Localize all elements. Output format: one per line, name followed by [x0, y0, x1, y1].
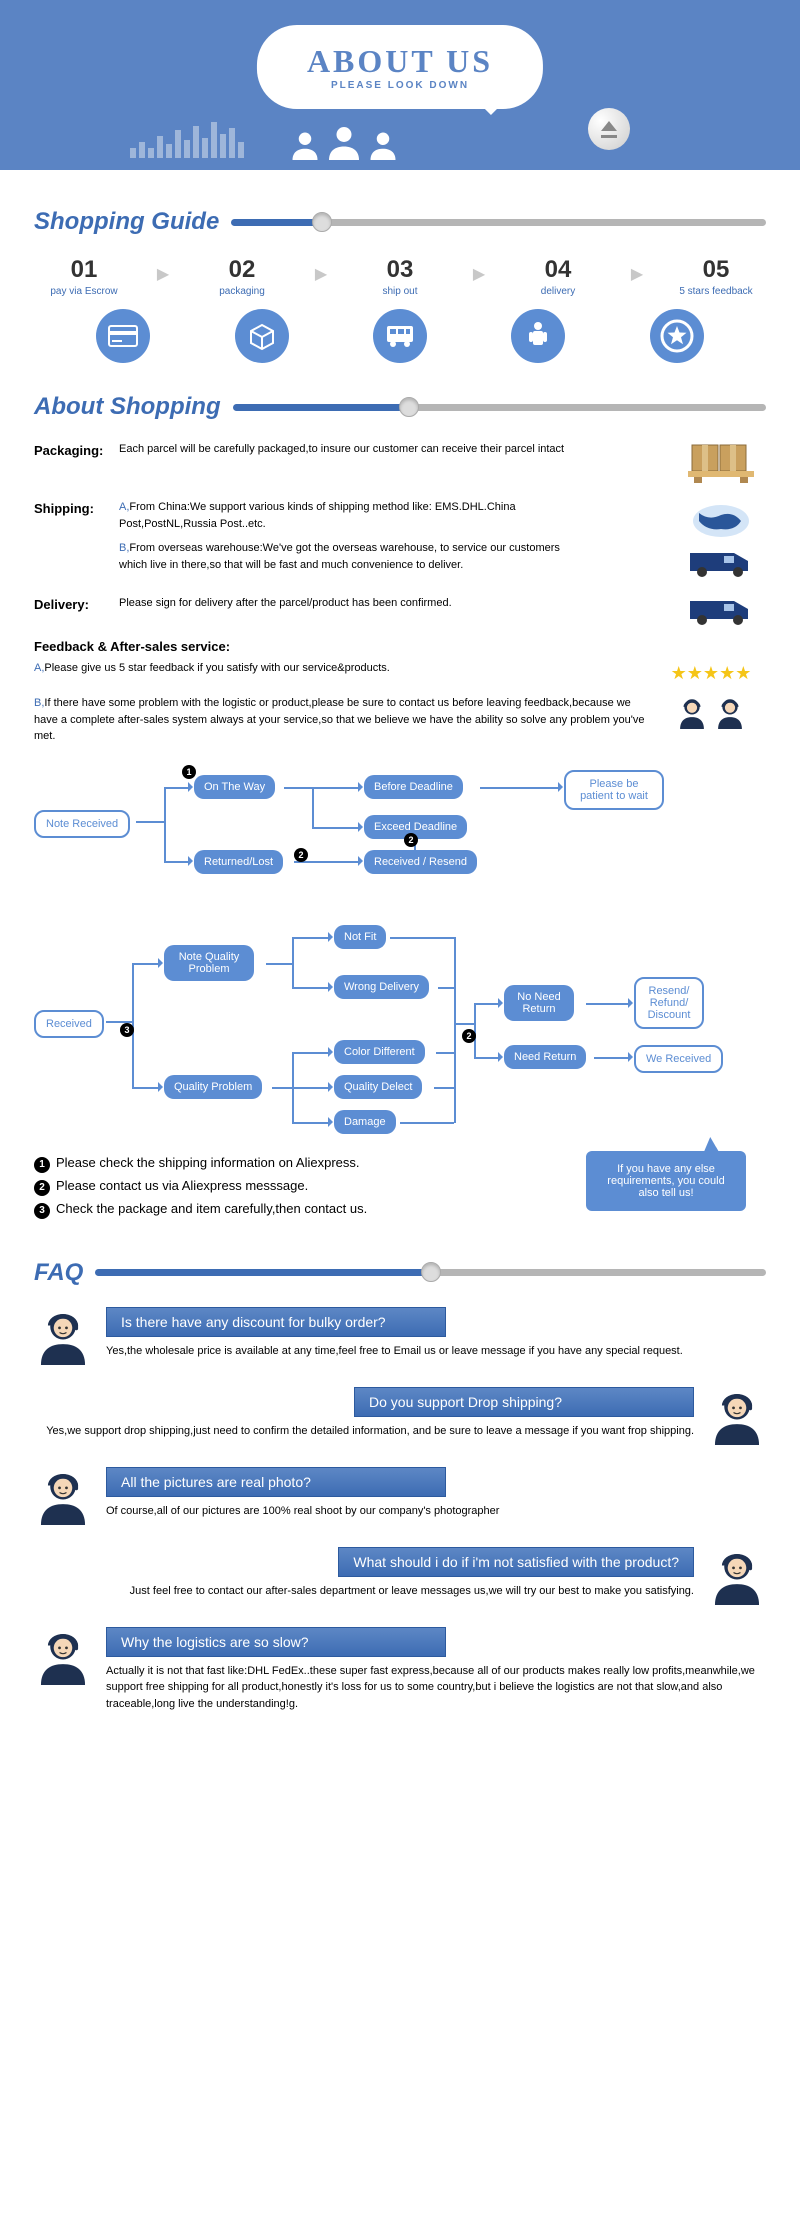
box-icon [235, 309, 289, 363]
arrow-icon: ▶ [473, 264, 485, 284]
node-quality-delect: Quality Delect [334, 1075, 422, 1099]
speech-bubble: ABOUT US PLEASE LOOK DOWN [257, 25, 543, 109]
van-icon [686, 547, 756, 577]
bus-icon [373, 309, 427, 363]
banner-title: ABOUT US [307, 43, 493, 80]
faq-header: FAQ [34, 1259, 766, 1287]
node-quality-problem: Quality Problem [164, 1075, 262, 1099]
feedback-b-row: B,If there have some problem with the lo… [34, 695, 766, 745]
node-need: Need Return [504, 1045, 586, 1069]
speech-bubble-tip: If you have any else requirements, you c… [586, 1151, 746, 1211]
step-01: 01pay via Escrow [34, 256, 134, 297]
arrow-icon: ▶ [157, 264, 169, 284]
faq-item: What should i do if i'm not satisfied wi… [34, 1547, 766, 1605]
faq-question: All the pictures are real photo? [106, 1467, 446, 1497]
eject-icon [588, 108, 630, 150]
arrow-icon: ▶ [631, 264, 643, 284]
node-please-wait: Please be patient to wait [564, 770, 664, 810]
boxes-icon [676, 441, 766, 485]
step-02: 02packaging [192, 256, 292, 297]
card-icon [96, 309, 150, 363]
faq-answer: Just feel free to contact our after-sale… [34, 1583, 694, 1600]
support-avatar-icon [708, 1547, 766, 1605]
shopping-guide-header: Shopping Guide [34, 208, 766, 236]
node-damage: Damage [334, 1110, 396, 1134]
about-shopping-header: About Shopping [34, 393, 766, 421]
step-03: 03ship out [350, 256, 450, 297]
support-icon [656, 695, 766, 745]
faq-item: Do you support Drop shipping? Yes,we supp… [34, 1387, 766, 1445]
feedback-title: Feedback & After-sales service: [34, 639, 766, 654]
van-icon [676, 595, 766, 625]
arrow-icon: ▶ [315, 264, 327, 284]
node-we-received: We Received [634, 1045, 723, 1073]
faq-item: All the pictures are real photo? Of cours… [34, 1467, 766, 1525]
person-icon [511, 309, 565, 363]
section-title: Shopping Guide [34, 208, 219, 236]
banner-subtitle: PLEASE LOOK DOWN [307, 80, 493, 91]
faq-item: Why the logistics are so slow? Actually i… [34, 1627, 766, 1713]
feedback-a-row: A,Please give us 5 star feedback if you … [34, 660, 766, 687]
node-note-quality: Note Quality Problem [164, 945, 254, 981]
flowchart-not-received: Note Received On The Way Returned/Lost B… [34, 765, 766, 895]
faq-question: Why the logistics are so slow? [106, 1627, 446, 1657]
node-before-deadline: Before Deadline [364, 775, 463, 799]
progress-bar [231, 219, 766, 226]
node-not-fit: Not Fit [334, 925, 386, 949]
step-04: 04delivery [508, 256, 608, 297]
faq-answer: Yes,the wholesale price is available at … [106, 1343, 766, 1360]
flowchart-received: Received Note Quality Problem Quality Pr… [34, 915, 766, 1135]
shipping-row: Shipping: A,From China:We support variou… [34, 499, 766, 581]
step-icons-row [54, 309, 746, 363]
delivery-row: Delivery: Please sign for delivery after… [34, 595, 766, 625]
node-returned-lost: Returned/Lost [194, 850, 283, 874]
faq-question: What should i do if i'm not satisfied wi… [338, 1547, 694, 1577]
faq-question: Is there have any discount for bulky ord… [106, 1307, 446, 1337]
support-avatar-icon [708, 1387, 766, 1445]
node-no-need: No Need Return [504, 985, 574, 1021]
section-title: About Shopping [34, 393, 221, 421]
star-icon [650, 309, 704, 363]
about-us-banner: ABOUT US PLEASE LOOK DOWN [0, 0, 800, 170]
people-icon [290, 124, 398, 160]
support-avatar-icon [34, 1467, 92, 1525]
node-resend: Resend/ Refund/ Discount [634, 977, 704, 1029]
support-avatar-icon [34, 1627, 92, 1685]
tips-section: 1Please check the shipping information o… [34, 1151, 766, 1241]
node-on-the-way: On The Way [194, 775, 275, 799]
progress-bar [233, 404, 766, 411]
node-received-resend: Received / Resend [364, 850, 477, 874]
node-color-diff: Color Different [334, 1040, 425, 1064]
faq-answer: Yes,we support drop shipping,just need t… [34, 1423, 694, 1440]
globe-icon [691, 503, 751, 539]
node-wrong-delivery: Wrong Delivery [334, 975, 429, 999]
section-title: FAQ [34, 1259, 83, 1287]
stars-icon: ★★★★★ [656, 660, 766, 687]
node-received: Received [34, 1010, 104, 1038]
faq-answer: Of course,all of our pictures are 100% r… [106, 1503, 766, 1520]
equalizer-icon [130, 122, 244, 158]
support-avatar-icon [34, 1307, 92, 1365]
progress-bar [95, 1269, 766, 1276]
node-note-received: Note Received [34, 810, 130, 838]
steps-row: 01pay via Escrow ▶ 02packaging ▶ 03ship … [34, 256, 766, 297]
faq-answer: Actually it is not that fast like:DHL Fe… [106, 1663, 766, 1713]
step-05: 055 stars feedback [666, 256, 766, 297]
faq-question: Do you support Drop shipping? [354, 1387, 694, 1417]
packaging-row: Packaging: Each parcel will be carefully… [34, 441, 766, 485]
faq-item: Is there have any discount for bulky ord… [34, 1307, 766, 1365]
